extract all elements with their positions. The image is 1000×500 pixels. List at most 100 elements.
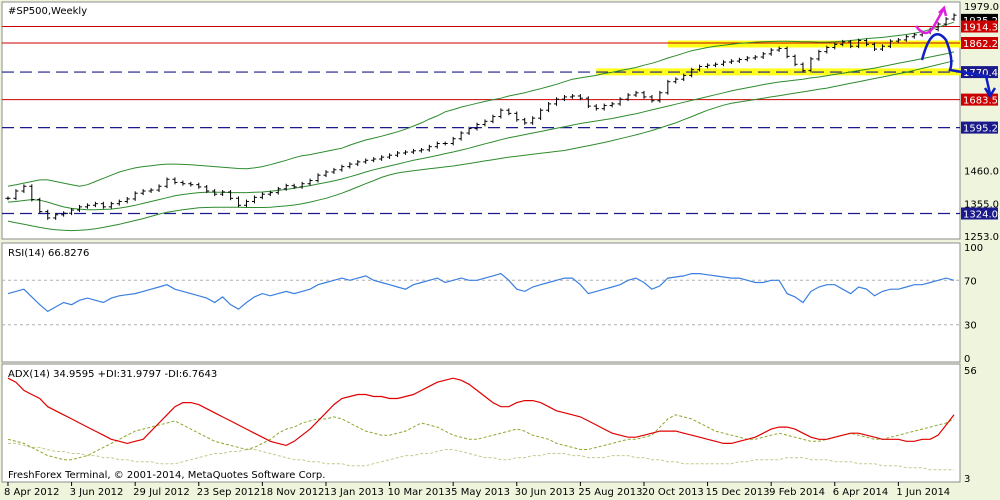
rsi-layer [2, 272, 960, 326]
price-bar [100, 201, 106, 209]
price-bar [736, 57, 742, 64]
price-bar [609, 101, 615, 108]
price-bar [569, 94, 575, 99]
price-bar [490, 114, 496, 124]
price-tag-label: 1862.2 [963, 39, 998, 50]
price-tag-label: 1770.4 [963, 68, 998, 79]
x-tick-label: 1 Jun 2014 [896, 487, 950, 498]
price-bar [156, 184, 162, 192]
price-bar [434, 141, 440, 149]
rsi-panel[interactable] [1, 242, 961, 363]
price-bar [339, 164, 345, 172]
price-y-tick-label: 1355.0 [964, 200, 999, 211]
adx-y-tick-label: 56 [964, 366, 977, 377]
price-bar [291, 183, 297, 189]
price-tag-6 [961, 207, 998, 220]
price-panel-title: #SP500,Weekly [8, 6, 87, 17]
price-bar [633, 90, 639, 97]
price-bar [283, 183, 289, 191]
price-layer [2, 13, 970, 232]
price-bar [402, 150, 408, 155]
price-bar [323, 170, 329, 178]
price-bar [856, 38, 862, 49]
bollinger-upper [7, 21, 955, 187]
price-tag-label: 1914.3 [963, 22, 998, 33]
x-tick-label: 30 Jun 2013 [515, 487, 575, 498]
price-bar [37, 197, 43, 214]
price-bar [474, 122, 480, 131]
price-bar [808, 57, 814, 73]
price-bar [713, 62, 719, 68]
price-bar [124, 197, 130, 204]
price-bar [792, 54, 798, 67]
price-tag-4 [961, 93, 998, 106]
price-bar [267, 190, 273, 197]
price-bar [418, 147, 424, 153]
price-tag-label: 1683.5 [963, 96, 998, 107]
price-bar [45, 209, 51, 220]
bollinger-middle [7, 51, 955, 211]
adx-panel[interactable] [1, 363, 961, 483]
price-bar [61, 211, 67, 217]
price-bar [593, 104, 599, 111]
x-tick-label: 10 Mar 2013 [388, 487, 451, 498]
price-bar [895, 37, 901, 44]
price-bar [689, 67, 695, 78]
x-tick-label: 5 May 2013 [451, 487, 510, 498]
y-axis: 1979.01460.01355.01253.01935.21914.31862… [961, 2, 999, 485]
price-tag-2 [961, 37, 998, 50]
price-panel[interactable] [1, 1, 961, 240]
plus-di-line [7, 414, 955, 461]
price-bar [220, 190, 226, 197]
price-bar [848, 39, 854, 49]
price-bar [824, 45, 830, 54]
price-bar [228, 190, 234, 201]
price-bar [538, 108, 544, 121]
adx-y-tick-label: 3 [964, 474, 970, 485]
price-bar [601, 103, 607, 111]
x-tick-label: 23 Sep 2012 [197, 487, 260, 498]
highlight-zone-0 [667, 40, 970, 48]
price-bar [554, 97, 560, 106]
price-bar [887, 39, 893, 49]
price-y-tick-label: 1253.0 [964, 232, 999, 243]
adx-layer [7, 377, 955, 471]
x-tick-label: 29 Jul 2012 [133, 487, 190, 498]
price-bar [347, 162, 353, 169]
price-bar [84, 203, 90, 209]
price-bar [728, 59, 734, 64]
price-bar [840, 39, 846, 47]
price-bar [665, 79, 671, 95]
rsi-y-tick-label: 100 [964, 243, 983, 254]
x-tick-label: 15 Dec 2013 [706, 487, 770, 498]
price-bar [5, 196, 11, 201]
price-bar [108, 201, 114, 209]
x-tick-label: 9 Feb 2014 [769, 487, 825, 498]
price-bar [673, 77, 679, 84]
price-bar [236, 196, 242, 208]
price-bar [132, 191, 138, 201]
rsi-line [7, 272, 955, 313]
price-bar [879, 44, 885, 51]
price-bar [77, 204, 83, 212]
price-bar [657, 90, 663, 103]
price-y-tick-label: 1979.0 [964, 2, 999, 13]
price-bar [832, 42, 838, 50]
x-tick-label: 3 Jun 2012 [70, 487, 124, 498]
price-bar [641, 90, 647, 99]
price-bar [466, 126, 472, 135]
price-bar [546, 101, 552, 113]
adx-line [7, 377, 955, 447]
x-tick-label: 6 Apr 2014 [833, 487, 888, 498]
price-bar [315, 173, 321, 183]
price-tag-label: 1324.0 [963, 210, 998, 221]
price-tag-1 [961, 20, 998, 33]
price-bar [752, 55, 758, 60]
price-bar [625, 93, 631, 102]
rsi-panel-title: RSI(14) 66.8276 [8, 248, 89, 259]
price-tag-3 [961, 66, 998, 79]
price-bar [410, 148, 416, 154]
price-bar [442, 141, 448, 146]
price-bar [275, 186, 281, 195]
bollinger-lower [7, 60, 955, 232]
